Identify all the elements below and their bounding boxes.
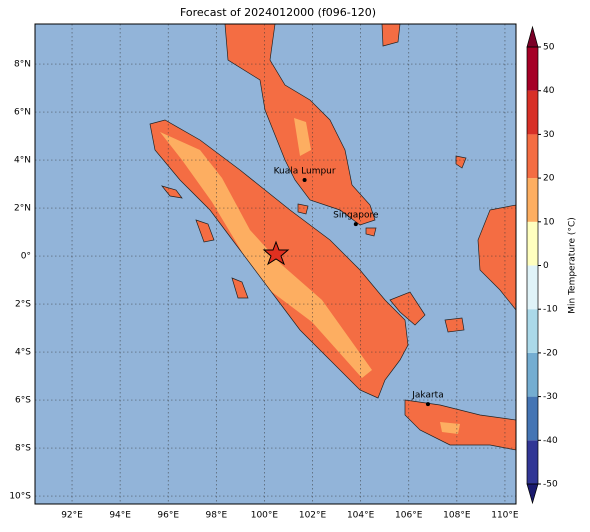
colorbar-tick-label: 40: [543, 86, 555, 96]
lon-tick-label: 108°E: [443, 511, 471, 521]
colorbar-tick-label: 0: [543, 261, 549, 271]
colorbar-tick-label: -10: [543, 305, 558, 315]
lat-tick-label: 2°S: [15, 300, 31, 310]
colorbar-bin: [527, 90, 538, 135]
colorbar-bin: [527, 352, 538, 397]
lon-tick-label: 100°E: [251, 511, 279, 521]
star-marker: [262, 240, 290, 266]
colorbar-bin: [527, 440, 538, 484]
lat-tick-label: 10°S: [9, 492, 31, 502]
lon-tick-label: 96°E: [157, 511, 179, 521]
colorbar-bin: [527, 47, 538, 91]
lat-tick-label: 4°N: [14, 156, 31, 166]
lon-tick-label: 110°E: [491, 511, 519, 521]
lat-tick-label: 4°S: [15, 348, 31, 358]
colorbar-tick-label: 30: [543, 130, 555, 140]
lon-tick-label: 102°E: [299, 511, 327, 521]
map-frame: [34, 23, 517, 505]
lat-tick-label: 6°S: [15, 396, 31, 406]
city-dot: [425, 402, 430, 407]
city-dot: [353, 222, 358, 227]
colorbar-tick-label: 50: [543, 43, 555, 53]
city-label: Singapore: [333, 211, 379, 221]
city-dot: [302, 178, 307, 182]
colorbar-under: [526, 483, 539, 505]
map-title: Forecast of 2024012000 (f096-120): [180, 6, 376, 19]
colorbar-bin: [527, 221, 538, 266]
lon-tick-label: 104°E: [347, 511, 375, 521]
colorbar-tick-label: -40: [543, 436, 558, 446]
lon-tick-label: 98°E: [206, 511, 228, 521]
lon-tick-label: 94°E: [109, 511, 131, 521]
graticule: [35, 24, 516, 504]
cities: Kuala Lumpur Singapore Jakarta: [274, 167, 444, 407]
colorbar-bin: [527, 178, 538, 222]
colorbar-label: Min Temperature (°C): [568, 217, 578, 314]
colorbar: 50 40 30 20 10 0 -10 -20 -30 -40 -50 Min Temperatur…: [526, 25, 578, 505]
lat-tick-label: 2°N: [14, 204, 31, 214]
lat-tick-label: 0°: [21, 252, 31, 262]
lat-tick-label: 6°N: [14, 108, 31, 118]
city-label: Jakarta: [411, 391, 443, 401]
colorbar-bin: [527, 309, 538, 353]
colorbar-tick-label: -20: [543, 348, 558, 358]
colorbar-tick-label: -50: [543, 480, 558, 490]
colorbar-bin: [527, 265, 538, 310]
lat-tick-label: 8°S: [15, 444, 31, 454]
colorbar-tick-label: -30: [543, 392, 558, 402]
colorbar-bin: [527, 396, 538, 441]
lon-tick-label: 92°E: [61, 511, 83, 521]
colorbar-tick-label: 20: [543, 174, 555, 184]
city-label: Kuala Lumpur: [274, 167, 336, 177]
colorbar-tick-label: 10: [543, 217, 555, 227]
colorbar-over: [526, 25, 539, 48]
colorbar-bin: [527, 134, 538, 179]
lat-tick-label: 8°N: [14, 60, 31, 70]
lon-tick-label: 106°E: [395, 511, 423, 521]
